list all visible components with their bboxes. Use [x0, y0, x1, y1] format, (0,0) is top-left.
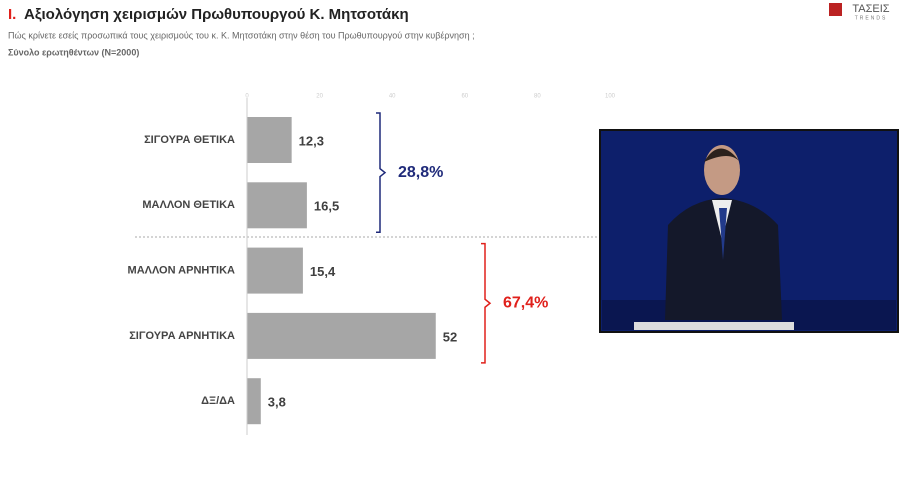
- x-tick-label: 80: [534, 94, 541, 100]
- x-tick-label: 20: [316, 94, 323, 100]
- value-label: 52: [443, 329, 457, 344]
- logo: ΤΑΣΕΙΣ: [852, 3, 889, 15]
- bracket-label: 28,8%: [398, 164, 443, 181]
- chart-title: Αξιολόγηση χειρισμών Πρωθυπουργού Κ. Μητ…: [24, 6, 409, 23]
- y-tick-label: ΜΑΛΛΟΝ ΑΡΝΗΤΙΚΑ: [128, 265, 236, 277]
- bar: [247, 247, 303, 294]
- bar: [247, 312, 436, 359]
- value-label: 16,5: [314, 199, 339, 214]
- value-label: 12,3: [299, 133, 324, 148]
- logo-mark: [829, 3, 842, 16]
- subtitle: Πώς κρίνετε εσείς προσωπικά τους χειρισμ…: [8, 30, 475, 40]
- photo: [599, 129, 899, 333]
- y-tick-label: ΔΞ/ΔΑ: [201, 395, 235, 407]
- x-tick-label: 0: [245, 94, 249, 100]
- bracket: [376, 112, 387, 234]
- bar: [247, 117, 292, 163]
- y-tick-label: ΣΙΓΟΥΡΑ ΘΕΤΙΚΑ: [144, 134, 235, 146]
- x-tick-label: 60: [461, 94, 468, 100]
- value-label: 15,4: [310, 264, 336, 279]
- bar: [247, 378, 261, 425]
- value-label: 3,8: [268, 395, 286, 410]
- bar: [247, 182, 307, 229]
- bracket: [481, 242, 492, 364]
- x-tick-label: 100: [605, 94, 616, 100]
- logo-sub: TRENDS: [855, 15, 888, 21]
- x-tick-label: 40: [389, 94, 396, 100]
- y-tick-label: ΣΙΓΟΥΡΑ ΑΡΝΗΤΙΚΑ: [129, 330, 235, 342]
- title-number: Ι.: [8, 6, 16, 23]
- y-tick-label: ΜΑΛΛΟΝ ΘΕΤΙΚΑ: [142, 199, 235, 211]
- base-note: Σύνολο ερωτηθέντων (N=2000): [8, 47, 139, 57]
- bracket-label: 67,4%: [503, 294, 548, 311]
